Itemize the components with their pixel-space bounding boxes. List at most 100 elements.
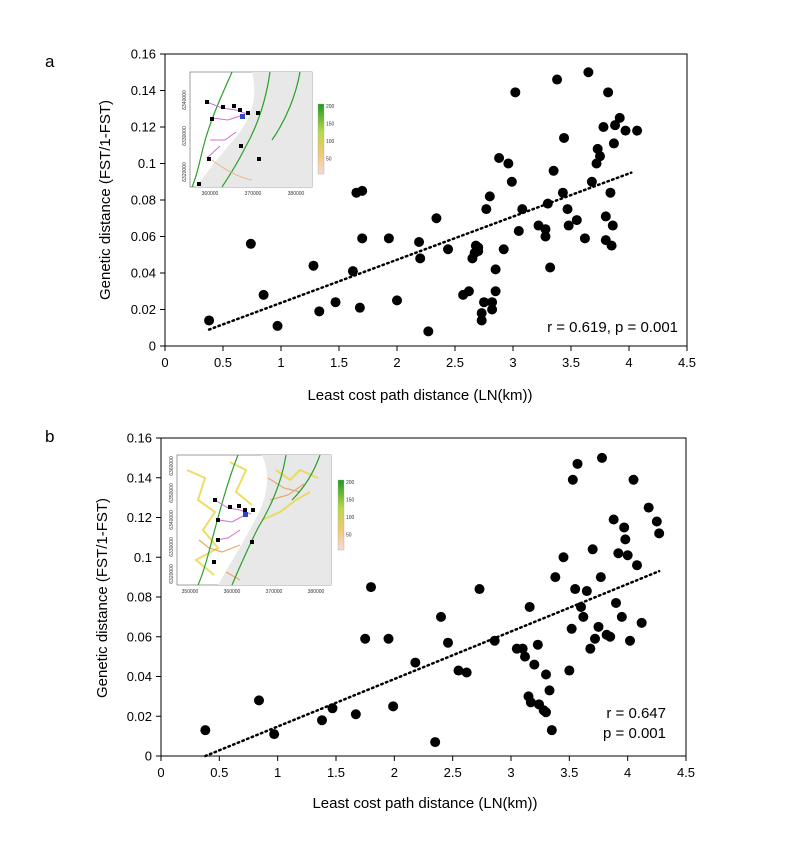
data-point [585,643,596,654]
data-point [597,452,607,463]
inset-legend-value: 100 [346,515,355,521]
x-tick-label: 0.5 [210,765,228,780]
data-point [603,87,614,98]
panel-b-stat-r: r = 0.647 [606,705,666,722]
panel-b-y-ticks: 0 0.02 0.04 0.06 0.08 0.1 0.12 0.14 0.16 [127,431,161,764]
x-tick-label: 4.5 [677,765,695,780]
data-point [392,295,402,306]
panel-a-inset-legend-bar [317,103,325,175]
data-point [487,297,498,308]
data-point [595,572,606,583]
data-point [571,215,582,226]
y-tick-label: 0.14 [131,83,156,98]
x-tick-label: 0.5 [214,355,232,370]
x-tick-label: 2.5 [446,355,464,370]
panel-b-inset-sites [212,498,255,564]
panel-a-inset-legend-labels: 200 150 100 50 [326,104,335,163]
panel-b-inset-orange-cells [198,477,305,581]
data-point [510,87,521,98]
data-point [366,582,376,593]
data-point [383,233,394,244]
x-tick-label: 0 [161,355,168,370]
panel-a-inset-boundary-left [191,71,233,188]
inset-x-tick: 360000 [224,589,241,595]
x-tick-label: 2 [391,765,398,780]
data-point [632,125,643,136]
panel-b-inset-legend-labels: 200 150 100 50 [346,480,355,539]
data-point [200,725,211,736]
data-point [330,297,341,308]
inset-legend-value: 100 [326,139,335,145]
panel-b-inset-boundary-right [291,454,321,501]
inset-legend-value: 50 [326,157,332,163]
panel-a-inset-paths [206,101,248,159]
panel-b-inset-site-highlight [243,512,248,517]
panel-a-stats: r = 0.619, p = 0.001 [547,319,678,336]
panel-b-inset-legend-bar [337,479,345,551]
panel-b-inset-y-ticks: 6360000 6350000 6340000 6330000 6320000 [169,456,175,584]
data-point [632,560,642,571]
panel-a-trendline [207,171,633,331]
data-point [479,297,489,308]
data-point [545,262,556,273]
inset-legend-value: 50 [346,533,352,539]
inset-y-tick: 6320000 [169,564,175,584]
data-point [272,320,283,331]
y-tick-label: 0.1 [134,550,152,565]
data-point [583,67,594,78]
panel-a-inset-boundary-right [271,71,301,141]
data-point [572,458,583,469]
x-tick-label: 3 [509,355,516,370]
panel-b-inset-boundary-left [197,454,239,586]
data-point [544,685,555,696]
x-tick-label: 2.5 [444,765,462,780]
data-point [578,611,589,622]
data-point [529,659,540,670]
data-point [542,198,553,209]
data-point [636,617,647,628]
y-tick-label: 0.04 [131,266,156,281]
data-point [651,516,662,527]
data-point [546,725,557,736]
data-point [474,584,485,595]
data-point [443,244,454,255]
panel-a: a 0 0.02 0.04 0.06 0.08 0.1 0.12 0.14 0.16 0 0.5 1… [45,47,696,405]
data-point [317,715,327,726]
data-point [552,74,563,85]
data-point [443,637,453,648]
data-point [498,244,509,255]
data-point [513,226,524,237]
y-tick-label: 0.02 [131,302,156,317]
panel-b-letter: b [45,427,54,446]
panel-a-letter: a [45,52,55,71]
data-point [430,737,441,748]
data-point [388,701,399,712]
y-tick-label: 0.16 [127,431,152,446]
data-point [620,534,631,545]
data-point [564,665,575,676]
panel-a-inset-boundary-mid [221,71,271,188]
data-point [614,112,625,123]
inset-x-tick: 360000 [202,191,219,197]
panel-b-y-axis-title: Genetic distance (FST/1-FST) [94,498,111,698]
data-point [423,326,434,337]
inset-y-tick: 6320000 [182,162,188,182]
data-point [581,586,592,597]
data-point [619,522,630,533]
data-point [628,474,639,485]
data-point [607,220,618,231]
data-point [204,315,215,326]
inset-x-tick: 370000 [245,191,262,197]
y-tick-label: 0.14 [127,470,152,485]
x-tick-label: 4.5 [678,355,696,370]
data-point [611,597,621,608]
data-point [490,264,501,275]
data-point [254,695,264,706]
panel-a-y-ticks: 0 0.02 0.04 0.06 0.08 0.1 0.12 0.14 0.16 [131,47,165,354]
data-point [525,697,536,708]
data-point [357,233,368,244]
data-point [431,213,442,224]
y-tick-label: 0.12 [127,510,152,525]
y-tick-label: 0.1 [138,156,156,171]
